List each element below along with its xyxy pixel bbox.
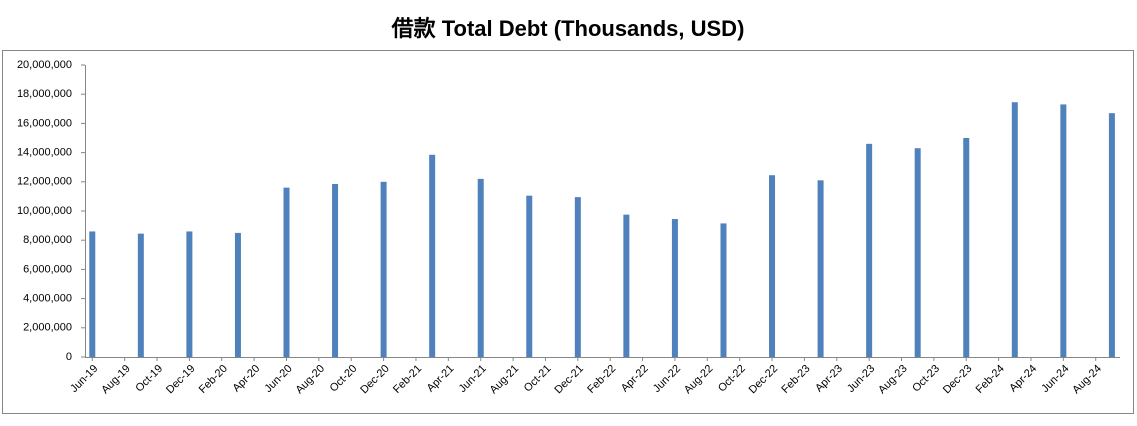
bar [1108, 113, 1115, 358]
y-tick-label: 4,000,000 [23, 293, 72, 305]
bar [186, 231, 193, 357]
bar [817, 180, 824, 357]
y-tick-label: 10,000,000 [17, 205, 72, 217]
y-tick-label: 14,000,000 [17, 147, 72, 159]
bar [914, 148, 921, 357]
bar [234, 232, 241, 357]
bar [477, 178, 484, 357]
y-tick-label: 8,000,000 [23, 234, 72, 246]
bar [283, 187, 290, 357]
bar [769, 175, 776, 357]
bar [1060, 104, 1067, 357]
bar [137, 233, 144, 357]
bar [89, 231, 96, 357]
y-tick-label: 12,000,000 [17, 176, 72, 188]
bar [380, 181, 387, 357]
bar [1011, 102, 1018, 357]
bar [963, 138, 970, 357]
y-tick-label: 18,000,000 [17, 88, 72, 100]
bar [332, 183, 339, 357]
bar [574, 197, 581, 357]
bar [429, 154, 436, 357]
bar [623, 214, 630, 357]
bar [526, 195, 533, 357]
y-tick-label: 6,000,000 [23, 263, 72, 275]
y-tick-label: 16,000,000 [17, 117, 72, 129]
chart-title: 借款 Total Debt (Thousands, USD) [391, 16, 745, 41]
bar [720, 223, 727, 357]
bar [671, 219, 678, 357]
y-tick-label: 0 [66, 351, 72, 363]
bar [866, 143, 873, 357]
y-tick-label: 2,000,000 [23, 322, 72, 334]
y-tick-label: 20,000,000 [17, 59, 72, 71]
